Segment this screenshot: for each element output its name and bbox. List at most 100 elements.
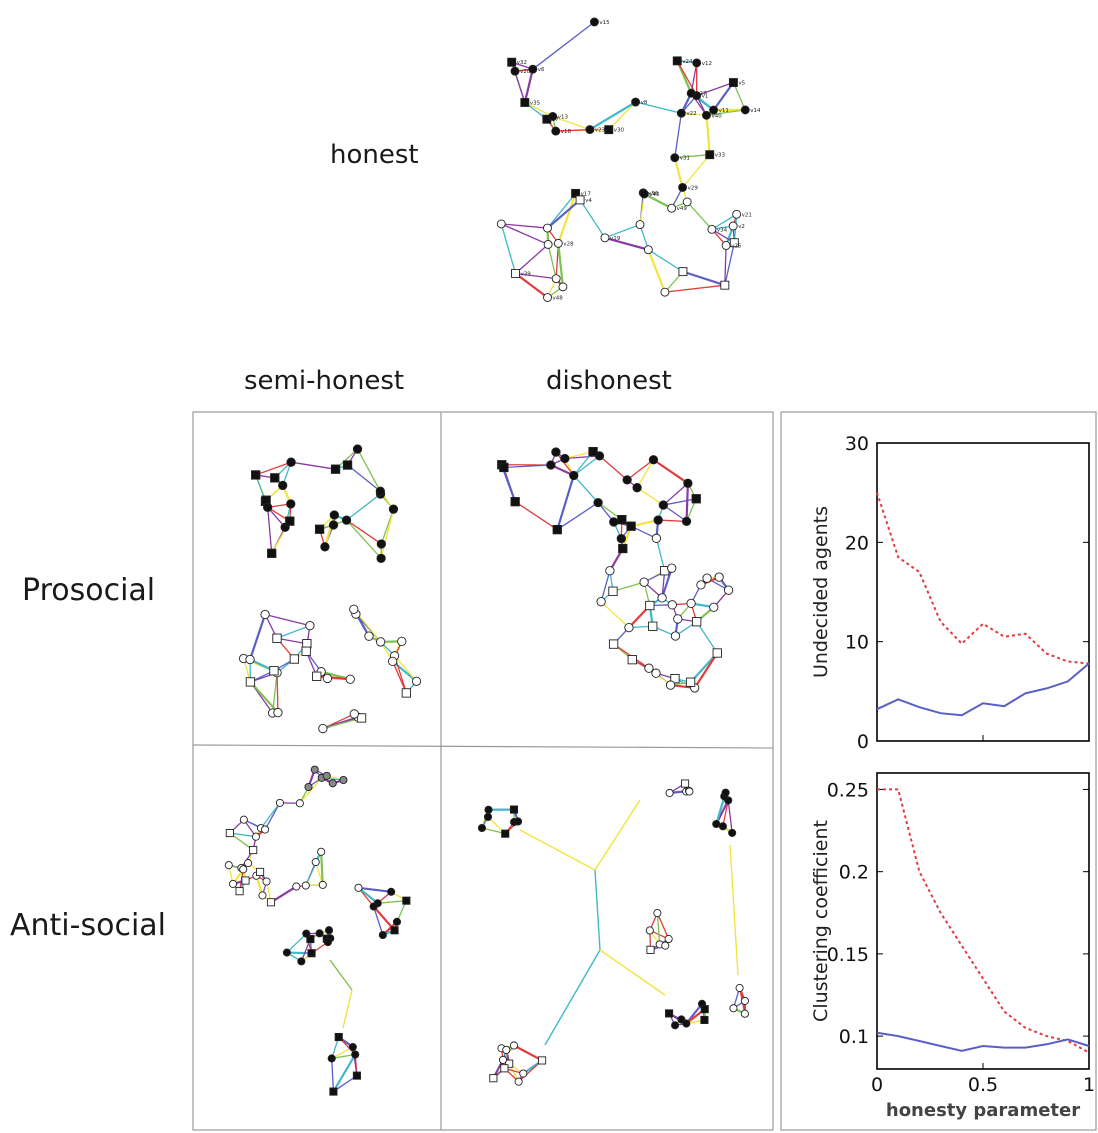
network-edge (380, 509, 395, 559)
network-node (305, 620, 315, 631)
network-node (670, 674, 680, 684)
network-antisocial-semi-honest (224, 765, 411, 1096)
network-node (616, 533, 626, 544)
network-node (390, 926, 399, 935)
network-node (301, 881, 310, 890)
node-label: v7 (552, 117, 559, 123)
network-node (251, 832, 261, 841)
node-label: v4 (585, 198, 592, 204)
network-edge (674, 154, 710, 159)
y-axis-label: Undecided agents (810, 506, 832, 678)
node-label: v32 (517, 60, 527, 66)
network-node (509, 1041, 519, 1050)
network-node (498, 1055, 508, 1064)
node-label: v19 (610, 236, 621, 242)
network-edge (332, 1053, 357, 1093)
network-node (682, 197, 692, 207)
node-label: v45 (649, 192, 660, 198)
x-tick-label: 0 (871, 1074, 883, 1096)
network-edge (673, 157, 684, 188)
network-edge (664, 284, 725, 293)
network-node (282, 948, 291, 957)
network-edge (264, 802, 281, 830)
network-antisocial-dishonest (477, 779, 749, 1086)
grid-frame (192, 411, 774, 1131)
network-node (301, 646, 311, 656)
network-node (310, 765, 319, 774)
network-node (375, 486, 385, 496)
network-edge (594, 869, 601, 951)
network-node (315, 929, 324, 938)
network-node (275, 798, 284, 807)
chart-frame (780, 411, 1097, 1131)
network-edge (329, 959, 353, 991)
network-edge (556, 502, 599, 531)
network-edge (604, 236, 649, 251)
network-edge (316, 675, 351, 681)
network-node (543, 240, 553, 249)
network-node (269, 666, 279, 676)
node-label: v5 (738, 81, 745, 87)
network-edge (373, 906, 384, 936)
network-node (658, 500, 669, 510)
network-node (251, 470, 261, 480)
series-line (876, 492, 1090, 665)
network-edge (612, 581, 645, 592)
network-edge (724, 245, 727, 286)
node-label: v50 (648, 191, 659, 197)
network-edge (658, 519, 687, 523)
network-node (660, 287, 670, 297)
x-tick-label: 1 (1083, 1074, 1095, 1096)
network-node (672, 56, 682, 66)
nodes (224, 765, 411, 1096)
node-label: v30 (614, 128, 625, 134)
network-node (740, 996, 749, 1005)
network-node (317, 847, 326, 856)
network-edge (722, 800, 729, 827)
network-node (608, 586, 618, 596)
network-node (569, 470, 579, 481)
node-label: v13 (558, 114, 569, 120)
node-label: v31 (680, 156, 690, 162)
network-node (345, 674, 355, 684)
network-edge (712, 81, 735, 111)
network-node (387, 656, 398, 667)
network-node (514, 1077, 523, 1086)
network-edge (391, 660, 418, 683)
network-node (500, 1064, 509, 1073)
network-node (651, 668, 661, 678)
edges (243, 448, 418, 730)
network-node (740, 105, 750, 115)
network-node (622, 475, 632, 485)
network-edge (579, 199, 606, 239)
network-node (501, 829, 510, 838)
node-label: v28 (563, 241, 574, 247)
node-label: v33 (715, 153, 726, 159)
network-node (263, 502, 273, 513)
network-node (520, 98, 530, 107)
nodes (497, 446, 734, 693)
network-edge (727, 800, 733, 833)
network-node (302, 929, 311, 938)
network-edge (564, 450, 594, 460)
network-node (707, 224, 717, 234)
network-node (585, 125, 595, 135)
node-label: v24 (682, 59, 693, 65)
network-node (692, 58, 702, 68)
node-label: v12 (702, 61, 712, 67)
network-node (510, 497, 520, 507)
network-edge (532, 21, 595, 70)
nodes (496, 17, 750, 302)
network-edge (599, 949, 666, 996)
network-node (369, 902, 378, 911)
network-node (667, 563, 677, 573)
network-node (349, 604, 359, 614)
network-node (604, 125, 614, 135)
network-node (639, 577, 649, 587)
nodes (477, 779, 749, 1086)
network-edge (524, 101, 554, 118)
network-node (686, 598, 696, 609)
network-node (721, 241, 731, 250)
chart-axes-box (876, 772, 1090, 1070)
